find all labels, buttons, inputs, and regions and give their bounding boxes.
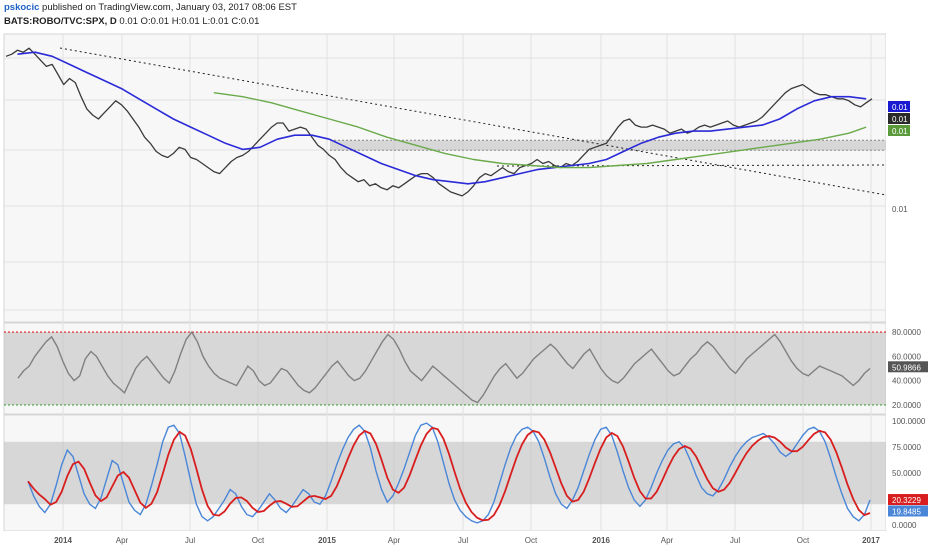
ohlc-values: 0.01 O:0.01 H:0.01 L:0.01 C:0.01 — [116, 16, 260, 27]
time-tick-label: Jul — [185, 536, 195, 545]
time-tick-label: Oct — [252, 536, 265, 545]
time-tick-label: Oct — [525, 536, 538, 545]
stochastic-tick-label: 75.0000 — [892, 443, 921, 452]
rsi-line — [17, 330, 871, 404]
rsi-tick-label: 60.0000 — [892, 352, 921, 361]
time-axis[interactable] — [4, 531, 886, 550]
price-tick-label: 0.01 — [892, 205, 908, 214]
stochastic-k-tag — [888, 505, 928, 517]
price-tag-value: 0.01 — [892, 127, 908, 136]
time-tick-label: 2017 — [862, 536, 880, 545]
time-tick-label: Apr — [388, 536, 401, 545]
stochastic-band — [4, 441, 886, 505]
time-tick-label: Oct — [797, 536, 810, 545]
stochastic-k-value: 19.8485 — [892, 507, 921, 516]
time-tick-label: Jul — [458, 536, 468, 545]
stochastic-tick-label: 100.0000 — [892, 417, 926, 426]
symbol-label[interactable]: BATS:ROBO/TVC:SPX, D — [4, 16, 117, 27]
series-layer — [5, 47, 873, 524]
time-tick-label: Apr — [661, 536, 674, 545]
time-tick-label: 2016 — [592, 536, 610, 545]
time-tick-label: Jul — [730, 536, 740, 545]
rsi-tick-label: 20.0000 — [892, 401, 921, 410]
stochastic-d-line — [27, 426, 871, 522]
rsi-value-tag — [888, 361, 928, 373]
stochastic-d-tag — [888, 494, 928, 506]
stochastic-k-line — [27, 422, 871, 524]
rsi-value-label: 50.9866 — [892, 363, 921, 372]
rsi-tick-label: 40.0000 — [892, 377, 921, 386]
moving-average-slow — [213, 92, 867, 169]
price-tags: 0.01 0.01 0.01 50.9866 20.3229 19.8485 — [888, 101, 928, 517]
published-text: published on TradingView.com, January 03… — [42, 2, 297, 13]
price-panel — [3, 33, 887, 323]
moving-average-fast — [17, 51, 867, 185]
stochastic-tick-label: 0.0000 — [892, 521, 917, 530]
symbol-line: BATS:ROBO/TVC:SPX, D 0.01 O:0.01 H:0.01 … — [4, 16, 259, 27]
time-tick-label: 2015 — [318, 536, 336, 545]
stochastic-tick-label: 50.0000 — [892, 469, 921, 478]
price-tag-value: 0.01 — [892, 115, 908, 124]
price-series — [5, 47, 873, 197]
rsi-tick-label: 80.0000 — [892, 328, 921, 337]
publisher-line: pskocic published on TradingView.com, Ja… — [4, 2, 297, 13]
stochastic-d-value: 20.3229 — [892, 496, 921, 505]
price-tag — [888, 113, 910, 124]
price-tag-value: 0.01 — [892, 103, 908, 112]
price-tag — [888, 125, 910, 136]
author-link[interactable]: pskocic — [4, 2, 40, 13]
price-tag — [888, 101, 910, 112]
time-tick-label: Apr — [116, 536, 129, 545]
time-tick-label: 2014 — [54, 536, 72, 545]
